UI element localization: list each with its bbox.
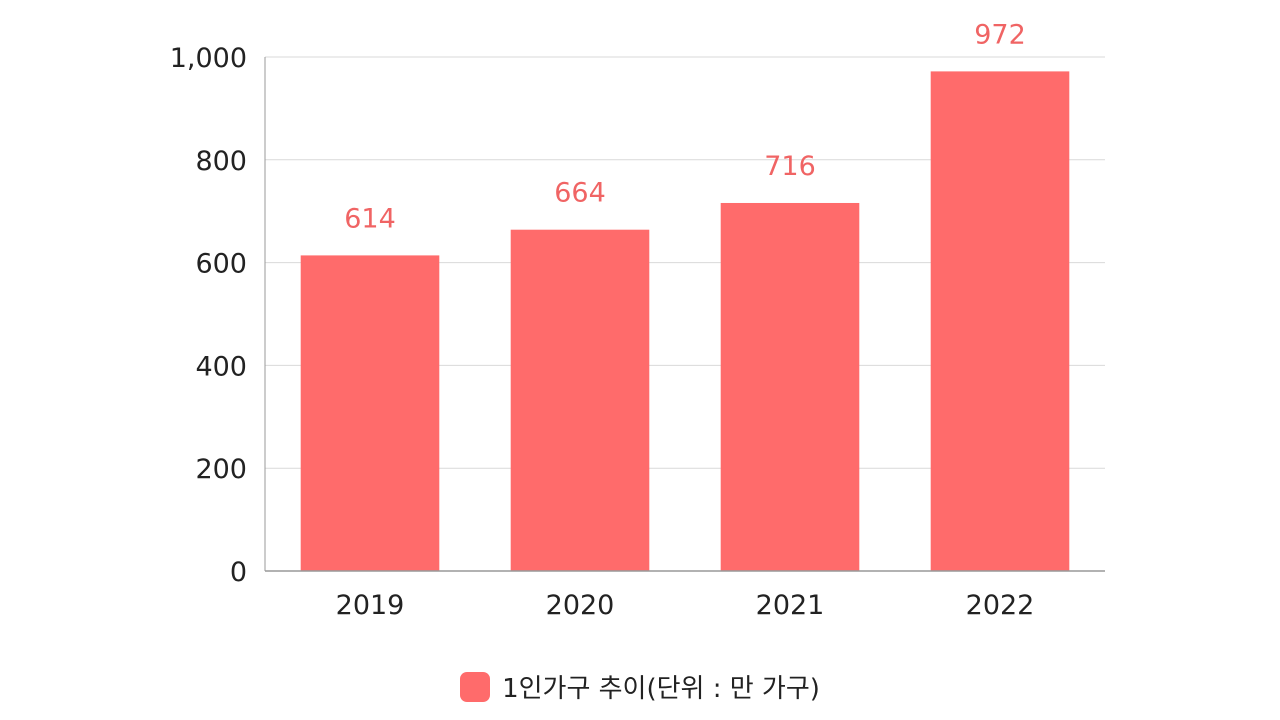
y-tick-label: 1,000 (170, 43, 247, 74)
x-tick-label: 2021 (756, 590, 825, 621)
legend-label: 1인가구 추이(단위 : 만 가구) (502, 674, 820, 704)
data-label: 664 (554, 178, 606, 209)
x-tick-label: 2022 (966, 590, 1035, 621)
bar-2021 (720, 202, 860, 571)
bar-2022 (930, 71, 1070, 571)
x-tick-label: 2019 (336, 590, 405, 621)
x-tick-label: 2020 (546, 590, 615, 621)
bar-2019 (300, 255, 440, 572)
y-tick-label: 400 (195, 351, 247, 382)
legend-swatch (460, 671, 491, 702)
legend: 1인가구 추이(단위 : 만 가구) (0, 668, 1280, 705)
axes: 0 200 400 600 800 1,000 (170, 43, 1105, 588)
bar-2020 (510, 229, 650, 572)
y-tick-label: 600 (195, 249, 247, 280)
y-tick-label: 800 (195, 146, 247, 177)
data-label: 614 (344, 203, 396, 234)
labels: 2019 614 2020 664 2021 716 2022 972 (336, 19, 1035, 621)
bars (300, 71, 1070, 572)
data-label: 716 (764, 151, 816, 182)
data-label: 972 (974, 19, 1026, 50)
y-tick-label: 0 (230, 557, 247, 588)
y-tick-label: 200 (195, 454, 247, 485)
